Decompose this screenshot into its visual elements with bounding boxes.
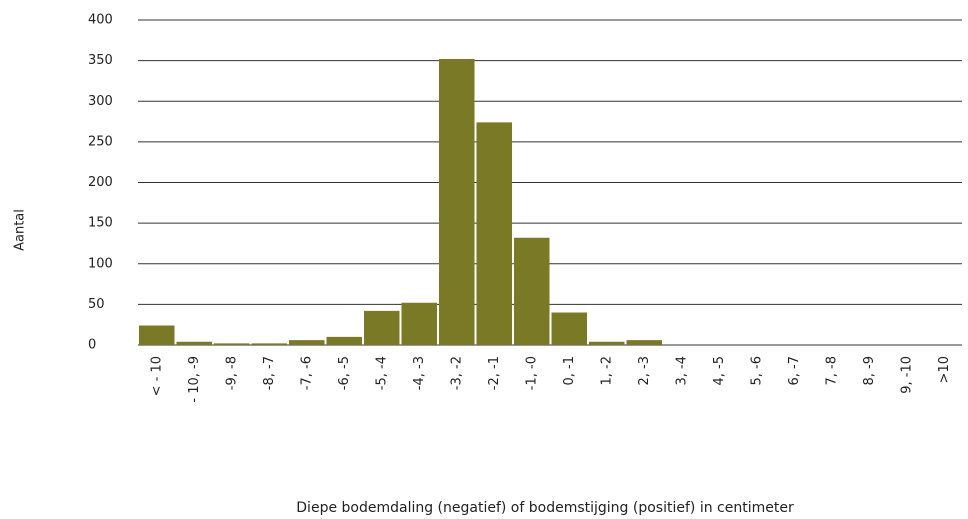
bar xyxy=(251,343,287,345)
bar xyxy=(589,341,625,345)
y-tick-label: 200 xyxy=(88,175,113,190)
y-tick-label: 50 xyxy=(88,297,105,312)
bar xyxy=(364,310,400,345)
bar xyxy=(551,312,587,345)
bar xyxy=(326,336,362,345)
x-tick-label: 7, -8 xyxy=(824,356,839,386)
y-tick-label: 100 xyxy=(88,256,113,271)
x-tick-label: -5, -4 xyxy=(374,356,389,390)
x-tick-label: -1, -0 xyxy=(524,356,539,390)
y-tick-label: 250 xyxy=(88,134,113,149)
y-tick-label: 300 xyxy=(88,94,113,109)
bar xyxy=(626,340,662,345)
x-tick-label: 5, -6 xyxy=(749,356,764,386)
x-tick-label: -6, -5 xyxy=(337,356,352,390)
x-tick-label: 3, -4 xyxy=(674,356,689,386)
y-axis-label: Aantal xyxy=(13,209,28,251)
x-tick-label: 6, -7 xyxy=(787,356,802,386)
x-tick-label: 0, -1 xyxy=(562,356,577,386)
bar xyxy=(176,341,212,345)
bar xyxy=(439,59,475,345)
x-axis-label: Diepe bodemdaling (negatief) of bodemsti… xyxy=(296,500,794,516)
y-tick-label: 0 xyxy=(88,338,96,353)
x-tick-label: -9, -8 xyxy=(224,356,239,390)
x-tick-label: < - 10 xyxy=(149,356,164,396)
bar xyxy=(214,343,250,345)
x-tick-label: -8, -7 xyxy=(262,356,277,390)
bar xyxy=(139,325,175,345)
x-tick-label: 2, -3 xyxy=(637,356,652,386)
x-tick-label: 1, -2 xyxy=(599,356,614,386)
x-tick-label: >10 xyxy=(937,356,952,383)
x-tick-label: -7, -6 xyxy=(299,356,314,390)
bar xyxy=(401,302,437,345)
x-tick-label: -2, -1 xyxy=(487,356,502,390)
x-tick-label: -4, -3 xyxy=(412,356,427,390)
bar xyxy=(514,237,550,345)
x-tick-label: - 10, -9 xyxy=(187,356,202,403)
x-tick-label: 4, -5 xyxy=(712,356,727,386)
y-tick-label: 150 xyxy=(88,216,113,231)
x-tick-label: 8, -9 xyxy=(862,356,877,386)
y-tick-label: 400 xyxy=(88,13,113,28)
y-tick-label: 350 xyxy=(88,53,113,68)
x-tick-label: -3, -2 xyxy=(449,356,464,390)
x-tick-label: 9, -10 xyxy=(899,356,914,394)
bar xyxy=(476,122,512,345)
bar xyxy=(289,340,325,345)
